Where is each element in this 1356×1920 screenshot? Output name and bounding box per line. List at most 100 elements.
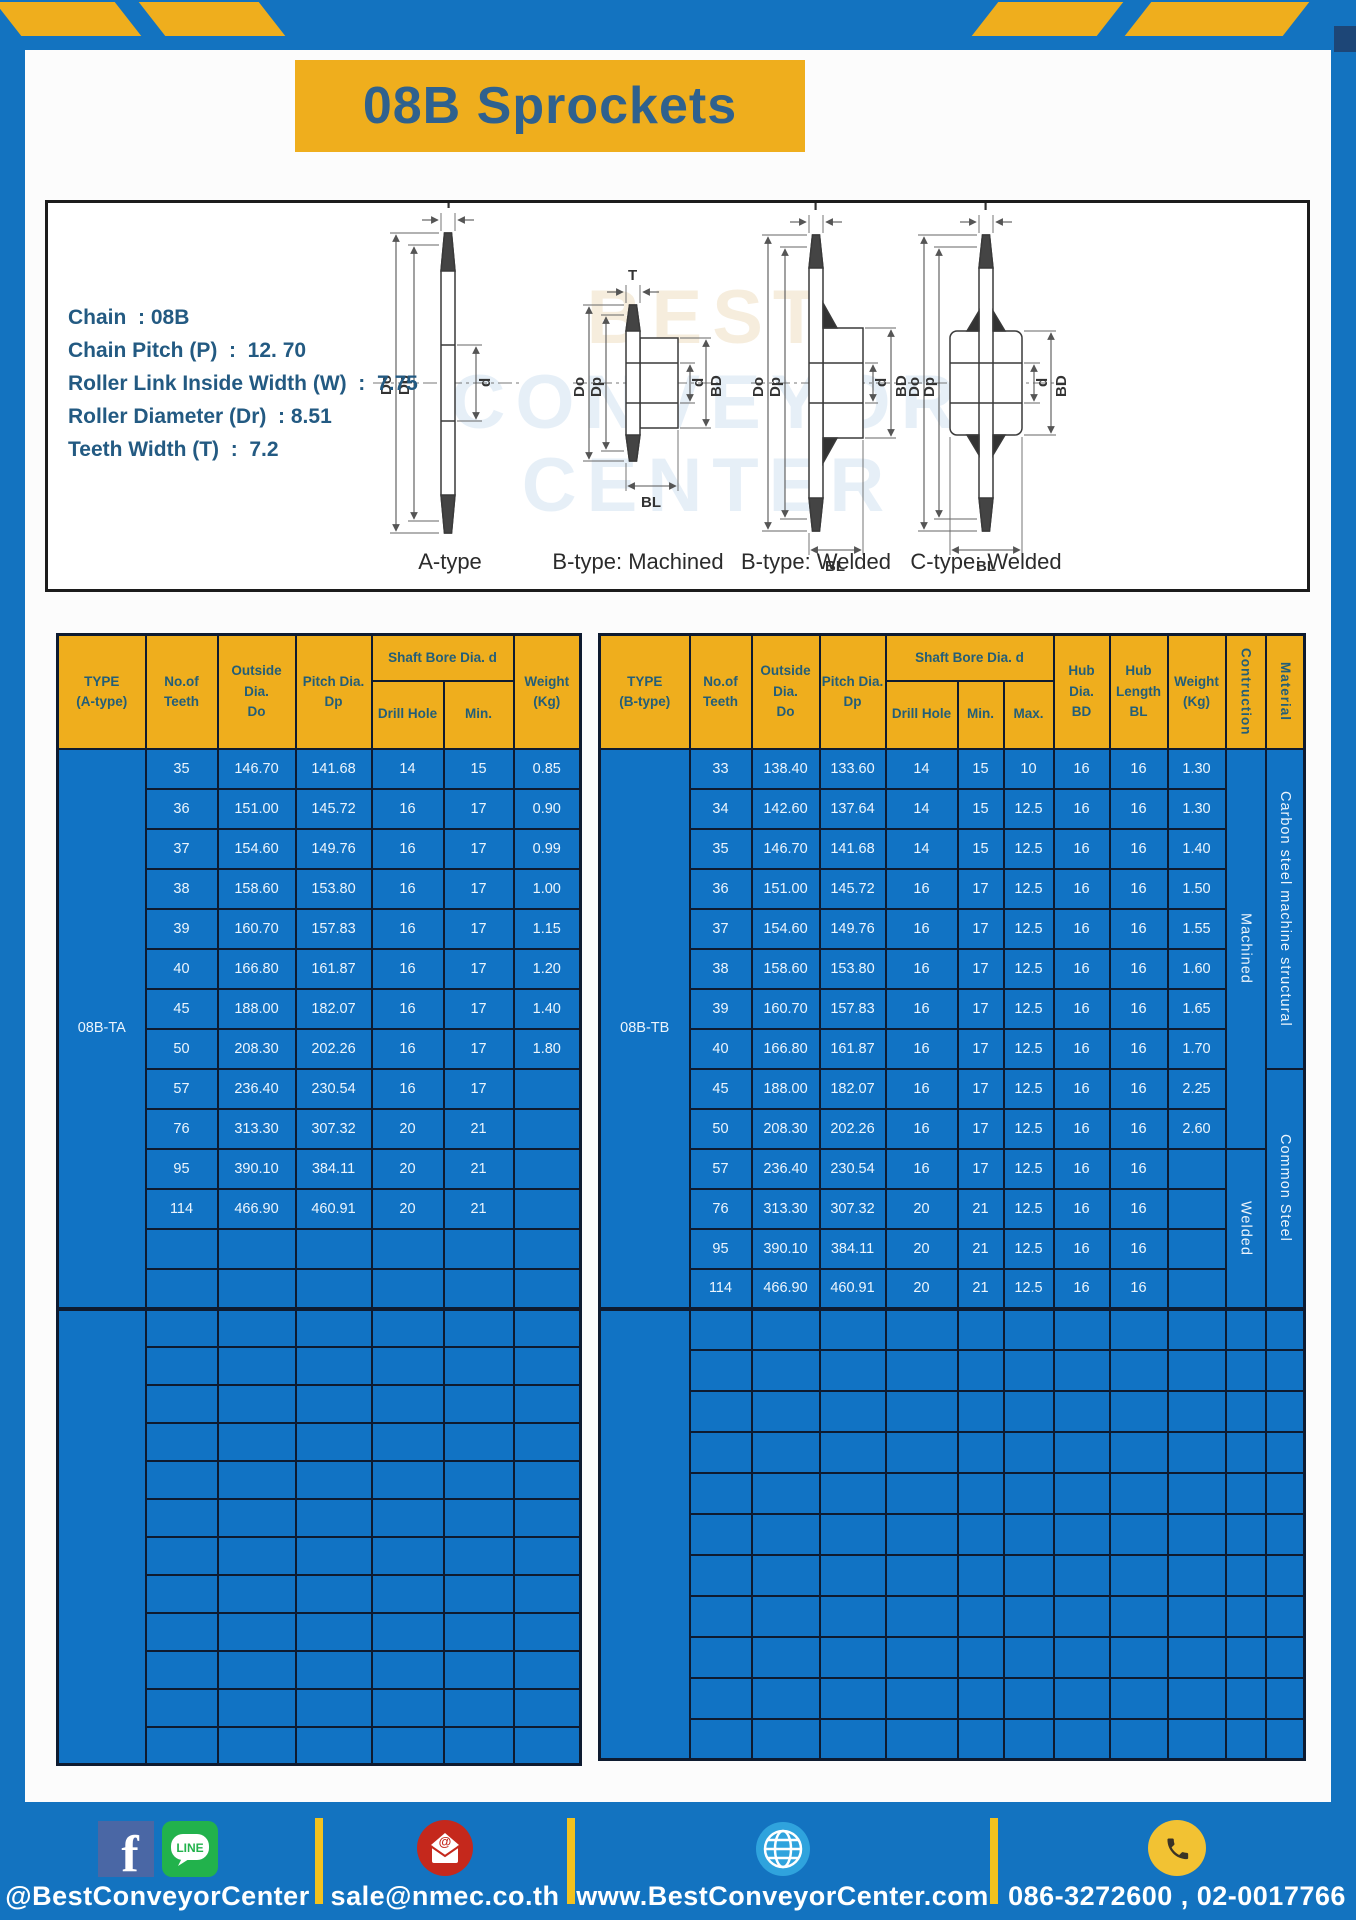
table-cell	[1002, 1471, 1055, 1515]
table-cell: 16	[370, 867, 445, 910]
label-b-machined: B-type: Machined	[552, 549, 723, 574]
table-cell	[818, 1430, 887, 1474]
table-cell	[1002, 1717, 1055, 1761]
phone-icon	[1148, 1820, 1206, 1876]
svg-text:T: T	[628, 267, 637, 284]
table-cell	[1166, 1147, 1227, 1190]
table-cell	[818, 1512, 887, 1556]
svg-text:Do: Do	[378, 375, 395, 395]
title-banner: 08B Sprockets	[295, 60, 805, 152]
label-b-welded: B-type: Welded	[741, 549, 891, 574]
table-cell	[442, 1725, 515, 1766]
table-cell: 16	[1108, 1227, 1169, 1270]
table-cell: 1.55	[1166, 907, 1227, 950]
table-cell	[1264, 1430, 1306, 1474]
table-cell: 460.91	[294, 1187, 373, 1230]
table-cell: 12.5	[1002, 907, 1055, 950]
table-cell: 16	[1108, 947, 1169, 990]
table-row	[598, 1306, 1306, 1761]
table-cell: 10	[1002, 747, 1055, 790]
table-cell	[370, 1535, 445, 1576]
table-cell: 0.90	[512, 787, 582, 830]
table-cell: 161.87	[818, 1027, 887, 1070]
table-cell	[1166, 1267, 1227, 1310]
table-cell	[956, 1635, 1005, 1679]
table-cell	[1224, 1635, 1267, 1679]
table-cell: 133.60	[818, 747, 887, 790]
table-cell: 16	[1052, 1147, 1111, 1190]
table-cell	[956, 1594, 1005, 1638]
table-cell	[144, 1227, 219, 1270]
drawing-b-welded: Do Dp d BD T BL	[750, 203, 910, 575]
table-cell: 160.70	[216, 907, 297, 950]
table-cell: 12.5	[1002, 1067, 1055, 1110]
col-header-pitch: Pitch Dia. Dp	[294, 633, 373, 750]
table-cell: 16	[370, 787, 445, 830]
table-row	[58, 1725, 582, 1766]
table-row: 40 166.80 161.87 16 17 1.20	[58, 947, 582, 990]
svg-text:d: d	[477, 378, 494, 387]
table-row: 35 146.70 141.68 14 15 12.5 16 16 1.40	[600, 827, 1305, 870]
table-cell	[956, 1389, 1005, 1433]
table-cell: 36	[688, 867, 753, 910]
facebook-icon: f	[97, 1821, 154, 1877]
table-row	[600, 1348, 1306, 1392]
table-cell: 161.87	[294, 947, 373, 990]
table-cell	[1224, 1512, 1267, 1556]
table-cell	[216, 1345, 297, 1386]
table-cell: 151.00	[750, 867, 821, 910]
table-cell: 17	[442, 867, 515, 910]
table-cell: 1.50	[1166, 867, 1227, 910]
table-cell: 17	[442, 987, 515, 1030]
table-cell: 15	[956, 747, 1005, 790]
table-cell: 12.5	[1002, 947, 1055, 990]
table-cell: 21	[956, 1187, 1005, 1230]
table-cell	[750, 1430, 821, 1474]
table-cell: 1.80	[512, 1027, 582, 1070]
table-cell	[512, 1535, 582, 1576]
table-row: 45 188.00 182.07 16 17 12.5 16 16 2.25 Common Ste…	[600, 1067, 1306, 1310]
table-cell	[1224, 1553, 1267, 1597]
globe-icon	[755, 1822, 810, 1876]
table-cell	[688, 1306, 753, 1351]
table-cell	[1224, 1594, 1267, 1638]
diagram-panel: Chain : 08B Chain Pitch (P) : 12. 70 Rol…	[45, 200, 1310, 592]
table-cell: Common Steel	[1264, 1067, 1306, 1310]
svg-text:BL: BL	[825, 558, 845, 575]
type-cell	[598, 1306, 691, 1761]
table-cell: 16	[1108, 1027, 1169, 1070]
table-cell: 34	[688, 787, 753, 830]
table-cell	[1052, 1306, 1111, 1351]
table-cell	[512, 1187, 582, 1230]
table-cell	[688, 1717, 753, 1761]
table-cell: 16	[884, 1027, 959, 1070]
table-cell: 20	[884, 1267, 959, 1310]
table-cell: 1.00	[512, 867, 582, 910]
table-cell	[1052, 1348, 1111, 1392]
table-cell: 313.30	[216, 1107, 297, 1150]
table-cell: 142.60	[750, 787, 821, 830]
table-cell: 146.70	[750, 827, 821, 870]
table-cell: 17	[442, 1067, 515, 1110]
table-cell	[688, 1594, 753, 1638]
table-cell	[750, 1512, 821, 1556]
svg-text:Dp: Dp	[767, 377, 784, 397]
chain-specs: Chain : 08B Chain Pitch (P) : 12. 70 Rol…	[68, 301, 418, 466]
table-cell	[442, 1267, 515, 1310]
col-header-shaft-bore: Shaft Bore Dia. d	[370, 633, 515, 682]
table-cell: 15	[956, 787, 1005, 830]
table-cell	[1002, 1348, 1055, 1392]
table-cell: 12.5	[1002, 1267, 1055, 1310]
table-cell: 236.40	[216, 1067, 297, 1110]
footer-contact-bar: f LINE @BestConveyorCenter @	[0, 1802, 1356, 1920]
table-cell	[370, 1725, 445, 1766]
table-cell	[512, 1687, 582, 1728]
svg-text:d: d	[873, 378, 890, 387]
table-cell	[884, 1512, 959, 1556]
svg-text:BD: BD	[1053, 375, 1070, 397]
table-cell	[1052, 1553, 1111, 1597]
table-cell	[750, 1306, 821, 1351]
table-cell: 390.10	[750, 1227, 821, 1270]
table-cell: 158.60	[216, 867, 297, 910]
